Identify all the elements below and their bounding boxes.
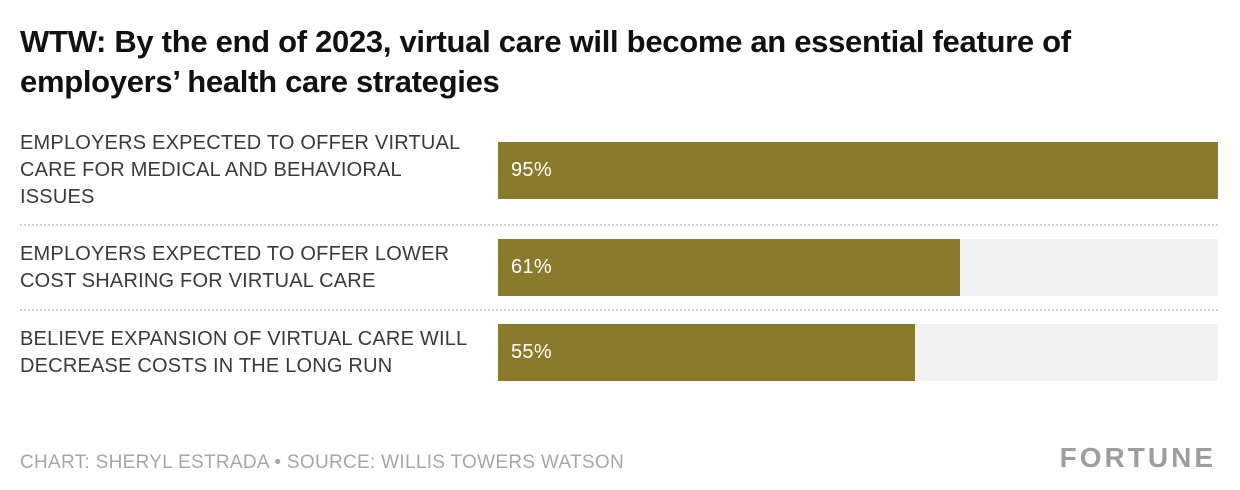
value-label: 61% [511,256,552,279]
chart-title: WTW: By the end of 2023, virtual care wi… [20,24,1071,99]
category-label: BELIEVE EXPANSION OF VIRTUAL CARE WILL D… [20,327,467,377]
bar: 55% [498,324,915,382]
bar-row: EMPLOYERS EXPECTED TO OFFER LOWER COST S… [20,226,1218,309]
bar: 61% [498,239,961,297]
value-label: 55% [511,341,552,364]
bar-row: BELIEVE EXPANSION OF VIRTUAL CARE WILL D… [20,311,1218,394]
category-label: EMPLOYERS EXPECTED TO OFFER VIRTUAL CARE… [20,132,460,209]
bar: 95% [498,142,1218,200]
category-label: EMPLOYERS EXPECTED TO OFFER LOWER COST S… [20,242,450,292]
bar-chart: EMPLOYERS EXPECTED TO OFFER VIRTUAL CARE… [20,117,1218,394]
fortune-logo: FORTUNE [1059,442,1216,473]
credit-source-text: CHART: SHERYL ESTRADA • SOURCE: WILLIS T… [20,452,624,473]
bar-row: EMPLOYERS EXPECTED TO OFFER VIRTUAL CARE… [20,117,1218,224]
bar-track: 55% [498,324,1218,382]
chart-footer: CHART: SHERYL ESTRADA • SOURCE: WILLIS T… [20,442,1216,474]
row-separator [20,309,1218,312]
value-label: 95% [511,159,552,182]
row-separator [20,224,1218,227]
bar-track: 61% [498,239,1218,297]
bar-track: 95% [498,142,1218,200]
